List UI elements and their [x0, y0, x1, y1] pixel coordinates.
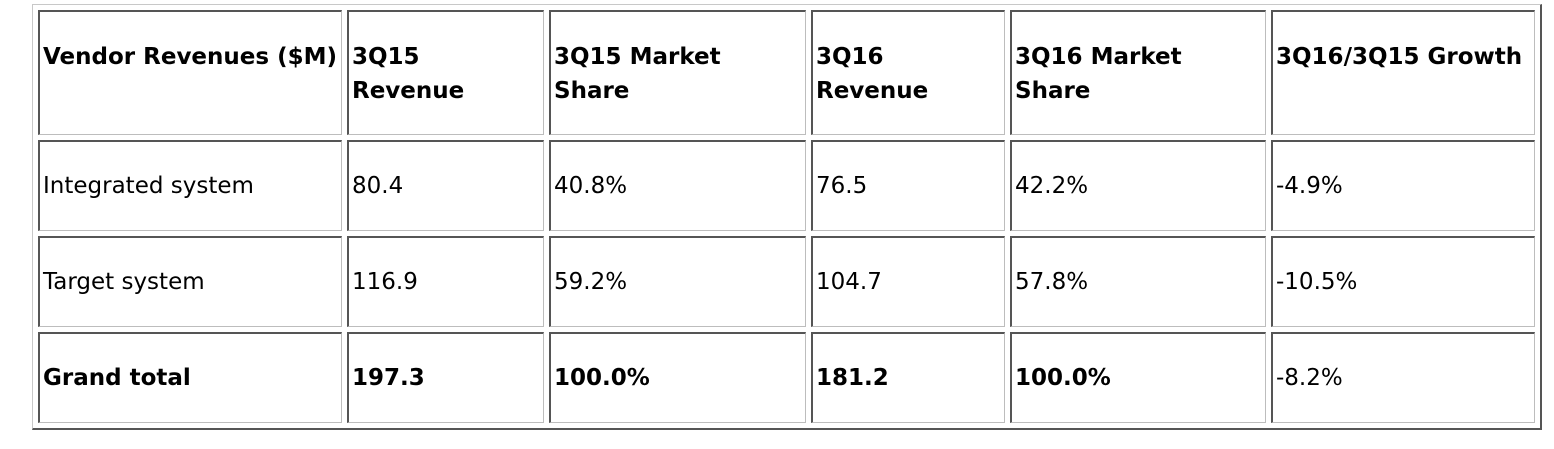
header-cell-3q16-revenue: 3Q16 Revenue	[811, 10, 1005, 135]
table-cell: 42.2%	[1010, 140, 1266, 231]
grand-total-cell: 100.0%	[549, 332, 806, 423]
table-cell: 59.2%	[549, 236, 806, 327]
grand-total-cell: 197.3	[347, 332, 544, 423]
header-cell-vendor-revenues: Vendor Revenues ($M)	[38, 10, 342, 135]
table-cell: 80.4	[347, 140, 544, 231]
header-cell-3q15-market-share: 3Q15 Market Share	[549, 10, 806, 135]
header-cell-growth: 3Q16/3Q15 Growth	[1271, 10, 1535, 135]
row-label-cell: Integrated system	[38, 140, 342, 231]
table-cell: -10.5%	[1271, 236, 1535, 327]
grand-total-cell: 181.2	[811, 332, 1005, 423]
table-cell: 76.5	[811, 140, 1005, 231]
table-cell: 40.8%	[549, 140, 806, 231]
table-header-row: Vendor Revenues ($M) 3Q15 Revenue 3Q15 M…	[38, 10, 1535, 135]
grand-total-cell: 100.0%	[1010, 332, 1266, 423]
table-cell: 116.9	[347, 236, 544, 327]
grand-total-growth-cell: -8.2%	[1271, 332, 1535, 423]
grand-total-row: Grand total 197.3 100.0% 181.2 100.0% -8…	[38, 332, 1535, 423]
vendor-revenue-table: Vendor Revenues ($M) 3Q15 Revenue 3Q15 M…	[32, 4, 1542, 430]
table-cell: 104.7	[811, 236, 1005, 327]
table-cell: 57.8%	[1010, 236, 1266, 327]
grand-total-label: Grand total	[38, 332, 342, 423]
table-cell: -4.9%	[1271, 140, 1535, 231]
table-row: Integrated system 80.4 40.8% 76.5 42.2% …	[38, 140, 1535, 231]
revenue-table-container: Vendor Revenues ($M) 3Q15 Revenue 3Q15 M…	[32, 4, 1542, 430]
row-label-cell: Target system	[38, 236, 342, 327]
table-row: Target system 116.9 59.2% 104.7 57.8% -1…	[38, 236, 1535, 327]
header-cell-3q15-revenue: 3Q15 Revenue	[347, 10, 544, 135]
header-cell-3q16-market-share: 3Q16 Market Share	[1010, 10, 1266, 135]
